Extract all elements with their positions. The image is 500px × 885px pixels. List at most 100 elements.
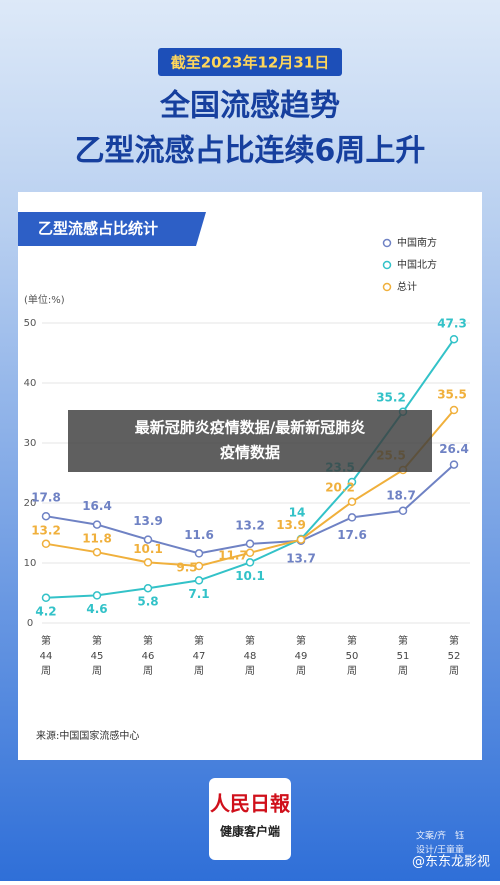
x-tick-label: 第 (143, 634, 153, 647)
data-point (41, 593, 51, 603)
data-point (347, 513, 357, 522)
data-point (245, 539, 255, 549)
legend-marker (382, 282, 392, 292)
data-label: 5.8 (137, 595, 158, 609)
data-point (347, 477, 357, 487)
data-point (449, 334, 459, 344)
badge: 截至2023年12月31日 (171, 54, 330, 72)
data-point (245, 548, 255, 558)
x-tick-label: 第 (92, 634, 102, 647)
x-tick-label: 周 (398, 665, 408, 677)
data-label: 14 (289, 506, 306, 520)
x-tick-label: 52 (448, 651, 461, 662)
x-tick-label: 周 (194, 665, 204, 677)
y-tick-label: 10 (24, 558, 37, 569)
badge-box (158, 48, 342, 76)
watermark: @东东龙影视 (412, 855, 490, 870)
x-tick-label: 周 (92, 665, 102, 677)
overlay-box (68, 410, 432, 472)
overlay-text: 疫情数据 (220, 444, 280, 462)
x-tick-label: 周 (143, 665, 153, 677)
credit: 设计/王童童 (416, 844, 464, 856)
data-point (194, 549, 204, 558)
title: 全国流感趋势 (159, 89, 340, 124)
data-label: 10.1 (235, 569, 265, 583)
x-tick-label: 周 (449, 665, 459, 677)
data-label: 4.2 (35, 604, 56, 618)
data-label: 10.1 (133, 542, 163, 556)
data-point (347, 497, 357, 507)
x-tick-label: 第 (245, 634, 255, 647)
data-point (449, 405, 459, 415)
data-point (92, 591, 102, 600)
data-point (143, 583, 153, 593)
x-tick-label: 44 (40, 651, 53, 662)
y-tick-label: 0 (27, 618, 33, 629)
data-label: 13.9 (133, 514, 163, 528)
legend-label: 中国北方 (397, 258, 437, 271)
x-tick-label: 第 (347, 634, 357, 647)
x-tick-label: 周 (347, 665, 357, 677)
data-point (41, 539, 51, 549)
legend-label: 总计 (397, 280, 417, 293)
source: 来源:中国国家流感中心 (36, 729, 139, 742)
data-label: 18.7 (386, 488, 416, 502)
card (18, 192, 482, 760)
data-point (245, 558, 255, 567)
x-tick-label: 第 (41, 634, 51, 647)
data-label: 35.2 (376, 390, 406, 404)
legend-marker (382, 238, 392, 248)
x-tick-label: 51 (397, 651, 410, 662)
data-label: 13.2 (235, 518, 265, 532)
data-point (143, 535, 153, 544)
data-label: 11.7 (218, 548, 248, 562)
x-tick-label: 49 (295, 651, 308, 662)
y-tick-label: 20 (24, 498, 37, 509)
data-label: 7.1 (188, 587, 209, 601)
x-tick-label: 45 (91, 651, 104, 662)
data-label: 47.3 (437, 317, 467, 331)
x-tick-label: 第 (449, 634, 459, 647)
data-point (143, 558, 153, 567)
chart-tab (18, 212, 206, 246)
data-label: 26.4 (439, 442, 469, 456)
brand-sub: 健康客户端 (220, 824, 280, 839)
credit: 文案/齐 钰 (416, 830, 464, 842)
data-label: 13.7 (286, 551, 316, 565)
data-label: 20.2 (325, 480, 355, 494)
data-label: 13.2 (31, 523, 61, 537)
data-label: 11.6 (184, 528, 214, 542)
y-tick-label: 30 (24, 438, 37, 449)
data-label: 17.6 (337, 528, 367, 542)
x-tick-label: 50 (346, 651, 359, 662)
data-label: 17.8 (31, 491, 61, 505)
data-label: 16.4 (82, 499, 112, 513)
x-tick-label: 第 (398, 634, 408, 647)
overlay-text: 最新冠肺炎疫情数据/最新新冠肺炎 (135, 419, 365, 437)
x-tick-label: 46 (142, 651, 155, 662)
data-point (449, 460, 459, 469)
data-point (398, 506, 408, 516)
x-tick-label: 第 (194, 634, 204, 647)
data-label: 4.6 (86, 602, 107, 616)
brand: 人民日報 (210, 793, 291, 816)
y-tick-label: 50 (24, 318, 37, 329)
title: 乙型流感占比连续6周上升 (75, 134, 426, 169)
chart-title: 乙型流感占比统计 (38, 220, 158, 238)
y-tick-label: 40 (24, 378, 37, 389)
data-label: 13.9 (276, 518, 306, 532)
data-label: 11.8 (82, 532, 112, 546)
x-tick-label: 周 (296, 665, 306, 677)
legend-label: 中国南方 (397, 236, 437, 249)
logo-box (209, 778, 291, 860)
data-label: 35.5 (437, 388, 467, 402)
data-point (92, 520, 102, 529)
x-tick-label: 第 (296, 634, 306, 647)
x-tick-label: 周 (41, 665, 51, 677)
data-point (194, 576, 204, 585)
plot: 0 10 20 30 40 50 第 44 周 第 45 周 第 46 周 第 47 周 第 48 周 第 49 周 第 50 周 第… (24, 236, 470, 677)
y-axis-label: (单位:%) (24, 293, 65, 306)
x-tick-label: 48 (244, 651, 257, 662)
